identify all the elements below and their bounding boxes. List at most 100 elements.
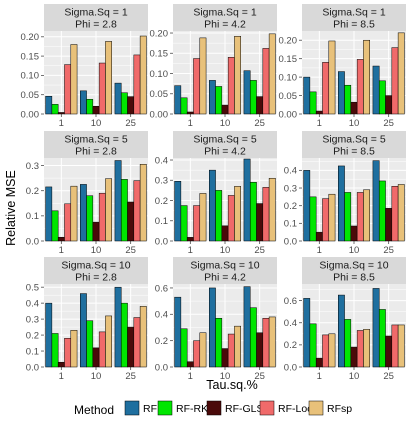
bar-rfsp: RFsp @ 10: 0.192: [234, 36, 241, 115]
bar-rf: RF @ 10: 0.225: [80, 184, 87, 242]
y-tick-label: 0.2: [26, 330, 39, 341]
y-tick-label: 0.2: [26, 186, 39, 197]
bar-rf-loc: RF-Loc @ 1: 0.2: [193, 340, 201, 368]
y-tick-label: 0.3: [26, 314, 39, 325]
legend-key-rf-loc: [259, 400, 275, 416]
bar-rfsp: RFsp @ 1: 0.23: [70, 330, 78, 368]
bar-rf-gls: RF-GLS @ 25: 0.185: [385, 208, 393, 242]
x-tick-label: 1: [59, 371, 64, 382]
facet-strip: [173, 257, 277, 284]
bar-rf: RF @ 10: 0.46: [80, 293, 87, 368]
facet-strip-label-phi: Phi = 4.2: [204, 19, 246, 31]
x-tick-label: 1: [188, 118, 193, 129]
y-tick-label: 0.6: [284, 296, 297, 307]
x-tick-label: 1: [317, 245, 322, 256]
y-tick-label: 0.6: [155, 283, 168, 294]
bar-rf: RF @ 25: 0.107: [243, 70, 251, 115]
facet-strip: [44, 4, 148, 31]
y-tick-label: 0.0: [155, 236, 168, 247]
y-tick-label: 0.0: [155, 362, 168, 373]
legend-key-rf: [124, 400, 140, 416]
facet-strip-label-phi: Phi = 4.2: [204, 272, 246, 284]
bar-rf-gls: RF-GLS @ 25: 0.28: [385, 335, 393, 368]
bar-rf-rk: RF-RK @ 1: 0.12: [51, 210, 59, 242]
facet-strip-label-sigma: Sigma.Sq = 1: [193, 7, 256, 19]
bar-rfsp: RFsp @ 25: 0.38: [139, 306, 147, 368]
bar-rf-rk: RF-RK @ 1: 0.29: [180, 328, 188, 368]
x-tick-label: 1: [317, 118, 322, 129]
bar-rfsp: RFsp @ 25: 0.38: [397, 324, 405, 368]
facet-strip-label-sigma: Sigma.Sq = 1: [64, 7, 127, 19]
bar-rf: RF @ 1: 0.1: [303, 76, 311, 115]
bar-rf-loc: RF-Loc @ 25: 0.37: [262, 318, 270, 368]
y-tick-label: 0.10: [150, 69, 169, 80]
facet-strip-label-phi: Phi = 2.8: [75, 19, 117, 31]
bar-rf: RF @ 10: 0.65: [338, 294, 345, 368]
x-tick-label: 25: [383, 245, 394, 256]
legend-label: RF: [143, 403, 157, 415]
x-tick-label: 10: [91, 118, 102, 129]
bar-rfsp: RFsp @ 25: 0.305: [139, 164, 147, 242]
facet-strip-label-sigma: Sigma.Sq = 5: [193, 134, 256, 146]
bar-rf-rk: RF-RK @ 1: 0.06: [309, 91, 317, 115]
bar-rf-loc: RF-Loc @ 25: 0.162: [262, 48, 270, 115]
facet-strip: [302, 4, 406, 31]
bar-rfsp: RFsp @ 25: 0.38: [268, 316, 276, 368]
bar-rf-gls: RF-GLS @ 1: 0.018: [186, 237, 194, 242]
bar-rf: RF @ 25: 0.61: [243, 286, 251, 368]
x-tick-label: 1: [188, 245, 193, 256]
y-tick-label: 0.20: [150, 28, 169, 39]
bar-rfsp: RFsp @ 1: 0.265: [328, 193, 336, 242]
y-tick-label: 0.00: [150, 109, 169, 120]
bar-rf-gls: RF-GLS @ 25: 0.25: [127, 326, 135, 368]
bar-rfsp: RFsp @ 10: 0.31: [234, 325, 241, 368]
facet-strip: [173, 131, 277, 158]
bar-rfsp: RFsp @ 1: 0.18: [70, 44, 78, 115]
facet-strip: [44, 131, 148, 158]
legend: Method RF RF-RK RF-GLS RF-Loc RFsp: [74, 400, 352, 417]
y-tick-label: 0.4: [155, 155, 168, 166]
bar-rfsp: RFsp @ 25: 0.32: [397, 184, 405, 242]
bar-rfsp: RFsp @ 10: 0.27: [234, 186, 241, 242]
bar-rf-loc: RF-Loc @ 10: 0.148: [356, 59, 364, 115]
bar-rf-loc: RF-Loc @ 1: 0.24: [322, 198, 330, 242]
bar-rf-loc: RF-Loc @ 1: 0.18: [64, 338, 72, 368]
y-tick-label: 0.15: [150, 49, 169, 60]
bar-rf-rk: RF-RK @ 10: 0.43: [344, 319, 352, 368]
bar-rf-rk: RF-RK @ 10: 0.068: [215, 86, 223, 115]
bar-rf-rk: RF-RK @ 10: 0.275: [344, 192, 352, 242]
y-tick-label: 0.2: [284, 340, 297, 351]
legend-label: RF-GLS: [225, 403, 264, 415]
facet-strip-label-sigma: Sigma.Sq = 5: [322, 134, 385, 146]
bar-rfsp: RFsp @ 25: 0.202: [139, 35, 147, 115]
bar-rf-gls: RF-GLS @ 1: 0.015: [57, 236, 65, 242]
bar-rf-rk: RF-RK @ 25: 0.45: [249, 307, 257, 368]
y-tick-label: 0.4: [26, 298, 39, 309]
y-tick-label: 0.05: [21, 90, 40, 101]
bar-rf-rk: RF-RK @ 25: 0.055: [120, 92, 128, 115]
bar-rf-gls: RF-GLS @ 1: 0.03: [57, 361, 65, 368]
bar-rf-gls: RF-GLS @ 25: 0.043: [256, 96, 264, 115]
bar-rf: RF @ 25: 0.5: [114, 286, 122, 368]
x-tick-label: 25: [383, 371, 394, 382]
y-tick-label: 0.3: [155, 176, 168, 187]
bar-rf-rk: RF-RK @ 10: 0.25: [215, 190, 223, 242]
x-tick-label: 25: [383, 118, 394, 129]
bar-rf: RF @ 25: 0.08: [114, 82, 122, 115]
facet-strip-label-phi: Phi = 8.5: [333, 146, 375, 158]
bar-rf-rk: RF-RK @ 25: 0.29: [249, 182, 257, 242]
bar-rf-gls: RF-GLS @ 10: 0.18: [350, 346, 358, 368]
y-tick-label: 0.2: [155, 196, 168, 207]
bar-rf-gls: RF-GLS @ 1: 0.08: [315, 357, 323, 368]
legend-key-rf-rk: [157, 400, 173, 416]
bar-rf-rk: RF-RK @ 10: 0.038: [86, 99, 94, 115]
facet-strip-label-sigma: Sigma.Sq = 1: [322, 7, 385, 19]
bar-rfsp: RFsp @ 10: 0.29: [363, 189, 371, 242]
bar-rf: RF @ 10: 0.425: [338, 165, 345, 242]
bar-rf-loc: RF-Loc @ 1: 0.137: [193, 58, 201, 115]
